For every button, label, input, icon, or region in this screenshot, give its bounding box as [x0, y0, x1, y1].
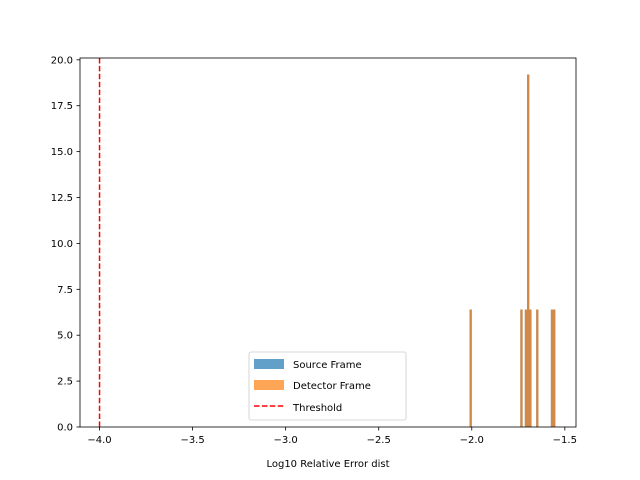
legend-swatch-detector-frame	[254, 380, 284, 390]
histogram-bar-1-4	[529, 309, 532, 427]
x-tick-label: −2.5	[367, 435, 391, 446]
legend-box	[248, 351, 407, 421]
y-axis: 0.0 2.5 5.0 7.5 10.0 12.5 15.0 17.5 20.0	[51, 55, 80, 434]
legend-label-threshold: Threshold	[292, 403, 342, 414]
legend-label-source-frame: Source Frame	[293, 360, 362, 371]
x-tick-label: −3.5	[180, 435, 204, 446]
histogram-bar-1-6	[550, 309, 554, 427]
plot-marks	[98, 58, 556, 427]
histogram-bar-1-1	[520, 309, 523, 427]
x-tick-label: −1.5	[553, 435, 577, 446]
histogram-bar-1-5	[536, 309, 539, 427]
y-tick-label: 15.0	[51, 147, 73, 158]
x-tick-label: −3.0	[274, 435, 298, 446]
y-tick-label: 12.5	[51, 193, 73, 204]
y-tick-label: 0.0	[57, 423, 73, 434]
y-tick-label: 17.5	[51, 101, 73, 112]
histogram-bar-1-7	[553, 309, 556, 427]
x-tick-label: −2.0	[460, 435, 484, 446]
legend: Source Frame Detector Frame Threshold	[248, 351, 407, 421]
x-axis-label: Log10 Relative Error dist	[266, 459, 389, 470]
x-tick-label: −4.0	[87, 435, 111, 446]
y-tick-label: 20.0	[51, 55, 73, 66]
y-tick-label: 2.5	[57, 377, 73, 388]
legend-swatch-source-frame	[254, 359, 284, 369]
histogram-bar-1-2	[524, 309, 528, 427]
legend-label-detector-frame: Detector Frame	[293, 381, 371, 392]
axes-frame	[79, 57, 577, 428]
y-tick-label: 5.0	[57, 331, 73, 342]
y-tick-label: 7.5	[57, 285, 73, 296]
histogram-bar-1-3	[527, 74, 530, 427]
plot-area	[98, 58, 556, 427]
x-axis: −4.0 −3.5 −3.0 −2.5 −2.0 −1.5	[87, 427, 577, 446]
y-tick-label: 10.0	[51, 239, 73, 250]
histogram-bar-1-0	[469, 309, 472, 427]
